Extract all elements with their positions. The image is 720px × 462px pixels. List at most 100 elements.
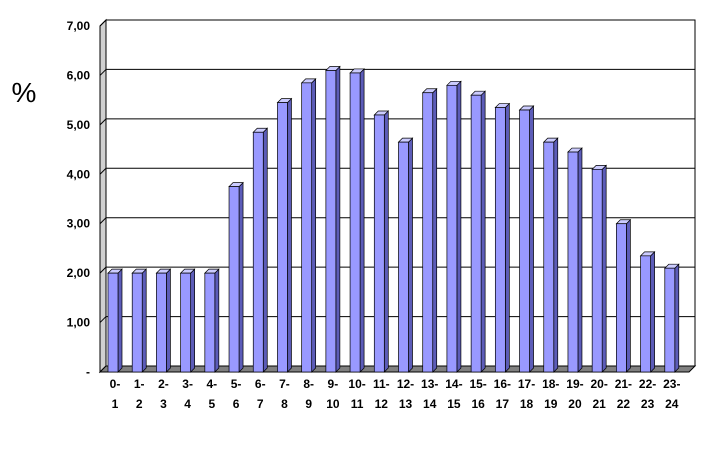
x-tick-label: 13-14 — [421, 377, 438, 411]
x-tick-label: 7-8 — [279, 377, 290, 411]
bar-side — [456, 80, 462, 373]
x-tick-label: 2-3 — [158, 377, 169, 411]
bar-group — [179, 268, 196, 373]
bar-side — [190, 268, 195, 373]
x-tick-label: 1-2 — [134, 377, 145, 411]
x-tick-label: 22-23 — [639, 377, 656, 411]
bar-group — [639, 250, 656, 373]
bar-group — [397, 137, 414, 373]
bar — [301, 82, 313, 373]
bar-side — [335, 65, 341, 373]
bar — [325, 70, 337, 373]
bar-group — [663, 263, 680, 373]
bar — [543, 141, 555, 373]
bar-side — [480, 90, 486, 373]
bar — [373, 114, 385, 373]
bar — [470, 94, 482, 373]
y-axis-label: % — [12, 77, 37, 108]
bar — [567, 151, 579, 373]
bar-group — [228, 181, 244, 373]
bar-side — [408, 137, 413, 373]
x-tick-label: 12-13 — [397, 377, 414, 411]
bar-group — [518, 105, 535, 373]
bar-side — [674, 263, 680, 373]
bar — [252, 131, 264, 373]
x-tick-label: 3-4 — [182, 377, 193, 411]
bar — [180, 272, 191, 373]
bar-side — [626, 218, 631, 373]
x-tick-label: 11-12 — [373, 377, 390, 411]
bar — [277, 102, 288, 373]
grid-line-side — [99, 167, 107, 175]
x-tick-label: 8-9 — [303, 377, 314, 411]
bar — [494, 107, 506, 373]
bar-group — [203, 268, 220, 373]
bar-side — [238, 181, 244, 373]
bar-group — [155, 268, 172, 373]
x-tick-label: 10-11 — [348, 377, 365, 411]
x-tick-label: 23-24 — [663, 377, 680, 411]
y-tick-label: 7,00 — [67, 19, 91, 33]
bar-side — [166, 268, 171, 373]
bar-group — [276, 97, 293, 373]
bar — [664, 267, 676, 373]
grid-line-side — [99, 69, 107, 76]
bar — [398, 141, 409, 373]
bar-group — [373, 110, 390, 373]
bar — [591, 168, 603, 373]
bar — [519, 109, 530, 373]
bar — [422, 92, 434, 373]
bar-group — [349, 68, 365, 373]
bar — [204, 272, 216, 373]
bar-side — [262, 127, 268, 373]
bar-group — [470, 90, 486, 373]
grid-line-side — [99, 266, 107, 274]
bar-group — [421, 87, 438, 373]
bar-side — [577, 147, 583, 373]
bar — [228, 186, 240, 373]
x-tick-label: 5-6 — [231, 377, 242, 411]
bar-side — [214, 268, 220, 373]
y-tick-label: 4,00 — [67, 167, 91, 181]
x-tick-label: 17-18 — [518, 377, 535, 411]
x-tick-label: 16-17 — [494, 377, 511, 411]
x-tick-label: 21-22 — [615, 377, 632, 411]
bar-group — [252, 127, 269, 373]
x-tick-label: 14-15 — [445, 377, 462, 411]
x-tick-label: 4-5 — [206, 377, 217, 411]
bar-group — [325, 65, 341, 373]
x-tick-label: 15-16 — [469, 377, 486, 411]
y-tick-label: 2,00 — [67, 266, 91, 280]
bar-side — [432, 87, 438, 373]
bar-side — [504, 102, 510, 373]
bar-side — [383, 110, 389, 373]
x-tick-label: 6-7 — [255, 377, 266, 411]
bar-group — [300, 77, 317, 373]
bar-group — [567, 147, 583, 373]
bar — [446, 84, 458, 373]
y-tick-label: 5,00 — [67, 118, 91, 132]
bar — [640, 255, 651, 373]
bar-side — [359, 68, 365, 373]
bar — [131, 272, 143, 373]
grid-line-side — [99, 118, 107, 126]
bar-side — [311, 77, 317, 373]
x-tick-label: 20-21 — [590, 377, 607, 411]
bar-group — [131, 268, 148, 373]
bar-group — [494, 102, 511, 373]
bar — [156, 272, 167, 373]
y-tick-label: 6,00 — [67, 68, 91, 82]
bar-group — [542, 137, 559, 373]
bar-side — [287, 97, 292, 373]
grid-line-side — [99, 316, 107, 323]
x-tick-label: 19-20 — [566, 377, 583, 411]
y-tick-label: 1,00 — [67, 316, 91, 330]
bar-side — [117, 268, 123, 373]
grid-line-side — [99, 19, 107, 27]
y-tick-label: - — [86, 365, 90, 379]
y-tick-label: 3,00 — [67, 217, 91, 231]
x-tick-label: 18-19 — [542, 377, 559, 411]
bar-group — [615, 218, 632, 373]
x-tick-label: 9-10 — [326, 377, 340, 411]
